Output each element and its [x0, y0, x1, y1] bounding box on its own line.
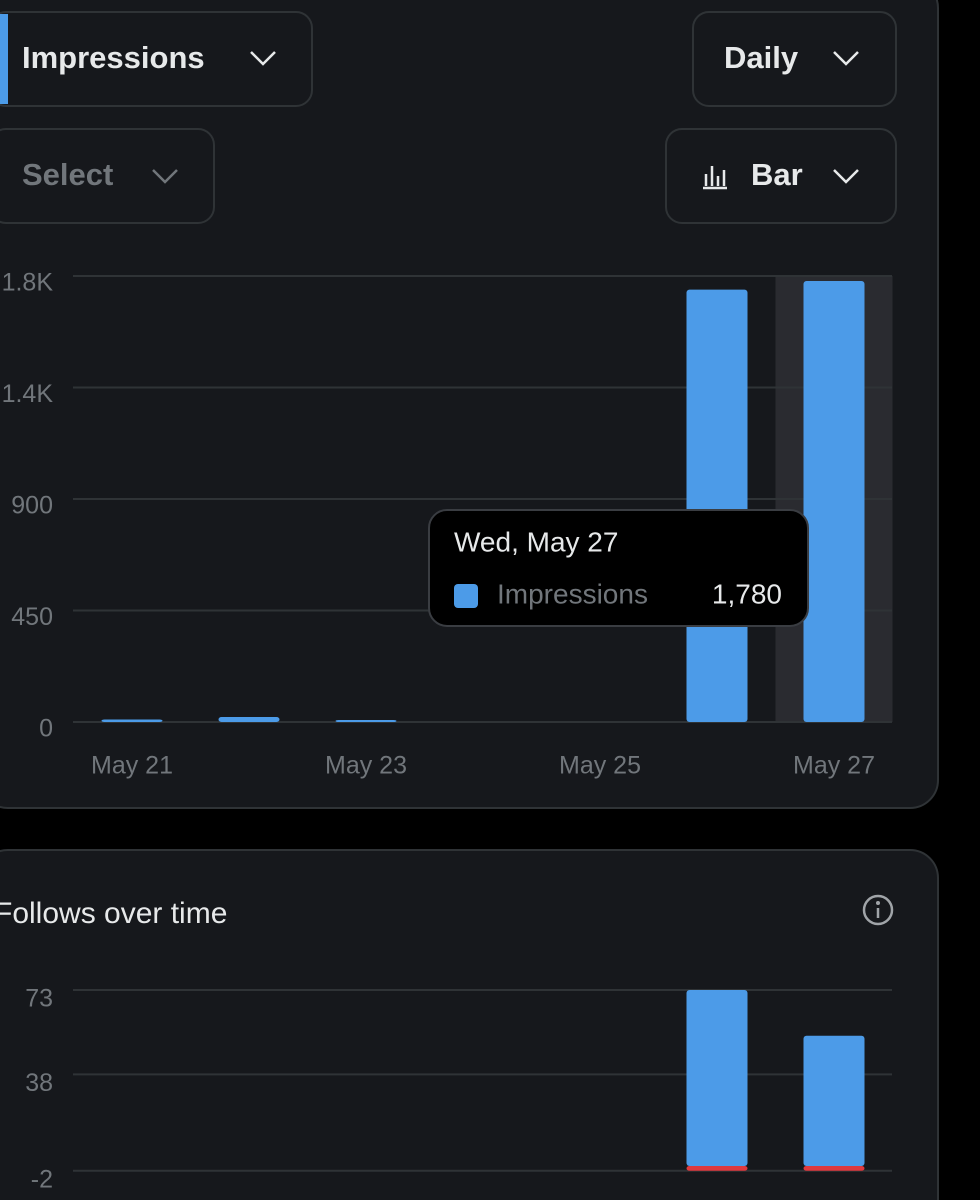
y-tick-label: 450 — [11, 603, 53, 631]
bar-icon — [703, 166, 727, 190]
metric-label[interactable]: Impressions — [22, 40, 205, 75]
dropdown-box[interactable] — [692, 11, 897, 107]
bar — [803, 280, 865, 722]
x-tick-label: May 25 — [559, 752, 641, 780]
interval-dropdown[interactable]: Daily — [692, 11, 897, 107]
bar — [218, 717, 280, 722]
follows-title: Follows over time — [0, 897, 227, 930]
chevron — [833, 51, 859, 66]
bar — [686, 990, 748, 1166]
select-dropdown[interactable]: Select — [0, 128, 215, 224]
tooltip-value: 1,780 — [712, 578, 782, 609]
y-tick-label: 73 — [25, 985, 53, 1013]
bar — [335, 720, 397, 722]
y-tick-label: 0 — [39, 715, 53, 743]
chart-type-label[interactable]: Bar — [751, 157, 803, 192]
dropdown-box[interactable] — [0, 11, 313, 107]
y-tick-label: 1.8K — [2, 269, 54, 297]
y-tick-label: 38 — [25, 1069, 53, 1097]
tooltip-box — [428, 509, 809, 627]
y-tick-label: -2 — [31, 1165, 53, 1193]
bar — [686, 1165, 748, 1171]
x-tick-label: May 27 — [793, 752, 875, 780]
info-icon[interactable] — [862, 894, 894, 926]
chevron — [250, 51, 276, 66]
chevron — [152, 169, 178, 184]
y-tick-label: 1.4K — [2, 380, 54, 408]
interval-label[interactable]: Daily — [724, 40, 799, 75]
bar — [686, 289, 748, 722]
tooltip-series: Impressions — [497, 578, 648, 609]
chart-type-dropdown[interactable]: Bar — [665, 128, 897, 224]
dropdown-box[interactable] — [0, 128, 215, 224]
chevron — [833, 169, 859, 184]
x-tick-label: May 21 — [91, 752, 173, 780]
x-tick-label: May 23 — [325, 752, 407, 780]
dropdown-box[interactable] — [665, 128, 897, 224]
bar — [803, 1035, 865, 1166]
tooltip-swatch — [454, 584, 478, 608]
select-label[interactable]: Select — [22, 157, 113, 192]
metric-dropdown[interactable]: Impressions — [0, 11, 313, 107]
bar — [803, 1165, 865, 1171]
bar — [101, 719, 163, 722]
tooltip-layer: Wed, May 27 Impressions 1,780 — [428, 509, 809, 627]
metric-accent — [0, 14, 8, 104]
tooltip-title: Wed, May 27 — [454, 526, 618, 557]
y-tick-label: 900 — [11, 492, 53, 520]
